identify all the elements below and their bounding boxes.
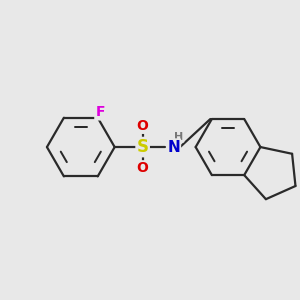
Text: N: N — [167, 140, 180, 154]
Text: O: O — [137, 161, 148, 175]
Text: H: H — [174, 132, 184, 142]
Text: S: S — [136, 138, 148, 156]
Text: F: F — [95, 105, 105, 119]
Text: O: O — [137, 119, 148, 133]
